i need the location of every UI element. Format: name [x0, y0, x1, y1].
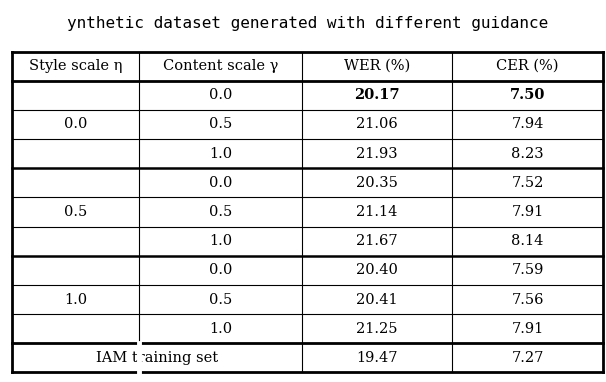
Text: 7.56: 7.56	[511, 293, 544, 306]
Text: 7.94: 7.94	[511, 118, 544, 131]
Text: 1.0: 1.0	[209, 234, 232, 248]
Text: 20.17: 20.17	[354, 88, 400, 102]
Text: ynthetic dataset generated with different guidance: ynthetic dataset generated with differen…	[67, 16, 548, 31]
Text: IAM training set: IAM training set	[96, 351, 218, 365]
Text: 21.93: 21.93	[356, 147, 398, 161]
Text: 7.27: 7.27	[511, 351, 544, 365]
Text: 0.5: 0.5	[209, 205, 232, 219]
Text: 20.35: 20.35	[356, 176, 398, 190]
Text: 7.59: 7.59	[511, 263, 544, 277]
Text: 7.91: 7.91	[511, 322, 544, 336]
Text: 1.0: 1.0	[209, 147, 232, 161]
Text: 1.0: 1.0	[209, 322, 232, 336]
Text: 20.40: 20.40	[356, 263, 398, 277]
Text: 0.5: 0.5	[64, 205, 87, 219]
Text: 7.91: 7.91	[511, 205, 544, 219]
Text: 0.0: 0.0	[64, 118, 87, 131]
Text: CER (%): CER (%)	[496, 59, 559, 73]
Text: 7.50: 7.50	[510, 88, 545, 102]
Text: 21.14: 21.14	[356, 205, 398, 219]
Text: 8.23: 8.23	[511, 147, 544, 161]
Text: 8.14: 8.14	[511, 234, 544, 248]
Text: 19.47: 19.47	[356, 351, 398, 365]
Text: 21.25: 21.25	[356, 322, 398, 336]
Text: 0.5: 0.5	[209, 118, 232, 131]
Text: Style scale η: Style scale η	[29, 59, 122, 73]
Text: 0.0: 0.0	[208, 176, 232, 190]
Text: Content scale γ: Content scale γ	[162, 59, 278, 73]
Text: 20.41: 20.41	[356, 293, 398, 306]
Text: 21.67: 21.67	[356, 234, 398, 248]
Text: WER (%): WER (%)	[344, 59, 410, 73]
Text: 0.0: 0.0	[208, 88, 232, 102]
Text: 0.5: 0.5	[209, 293, 232, 306]
Text: 1.0: 1.0	[64, 293, 87, 306]
Text: 7.52: 7.52	[511, 176, 544, 190]
Text: 0.0: 0.0	[208, 263, 232, 277]
Text: 21.06: 21.06	[356, 118, 398, 131]
